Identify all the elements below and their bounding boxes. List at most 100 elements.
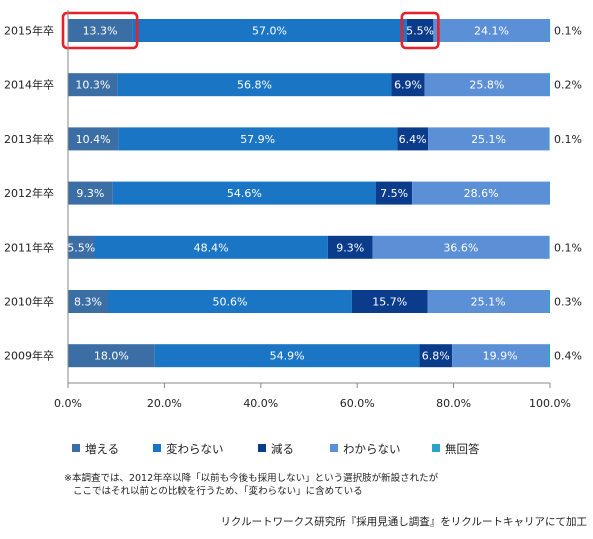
legend-label: 無回答: [445, 442, 480, 456]
bar-segment: [351, 290, 428, 313]
data-label: 18.0%: [94, 350, 129, 363]
data-label: 0.3%: [554, 296, 582, 309]
bar-segment: [132, 19, 407, 42]
bar-segment: [549, 127, 550, 151]
data-label: 28.6%: [464, 187, 499, 200]
bar-segment: [154, 344, 420, 368]
category-label: 2009年卒: [4, 349, 54, 363]
bar-segment: [327, 235, 373, 259]
data-label: 25.8%: [469, 79, 504, 92]
bar-segment: [397, 127, 429, 151]
bar-segment: [68, 235, 95, 259]
bar-segment: [68, 73, 118, 97]
legend-swatch: [432, 444, 440, 452]
bar-segment: [68, 344, 155, 368]
x-axis: 0.0% 20.0% 40.0% 60.0% 80.0% 100.0%: [54, 10, 571, 410]
bar-segment: [452, 344, 549, 368]
data-label: 6.9%: [394, 79, 422, 92]
bar-segment: [549, 19, 551, 42]
x-tick-label: 40.0%: [243, 397, 278, 410]
category-label: 2013年卒: [4, 132, 54, 146]
data-label: 9.3%: [76, 187, 104, 200]
data-label: 0.4%: [554, 350, 582, 363]
x-tick-label: 60.0%: [340, 397, 375, 410]
x-tick-label: 100.0%: [529, 397, 571, 410]
legend-label: 減る: [271, 442, 294, 456]
legend: 増える 変わらない 減る わからない 無回答: [72, 442, 480, 456]
bar-segment: [412, 181, 550, 205]
bar-segment: [372, 235, 550, 259]
bar-segment: [424, 73, 550, 97]
x-tick-label: 80.0%: [436, 397, 471, 410]
data-label: 6.4%: [399, 133, 427, 146]
bar-segment: [112, 181, 376, 205]
source-credit: リクルートワークス研究所『採用見通し調査』をリクルートキャリアにて加工: [220, 516, 587, 528]
data-label: 10.4%: [76, 133, 111, 146]
category-label: 2014年卒: [4, 78, 54, 92]
bars-layer: 13.3% 57.0% 5.5% 24.1% 0.1% 10.3% 56.8% 6.9% 25.…: [61, 11, 582, 368]
bar-segment: [68, 181, 113, 205]
data-label: 48.4%: [194, 241, 229, 254]
data-label: 0.2%: [554, 79, 582, 92]
bar-segment: [94, 235, 328, 259]
data-label: 7.5%: [380, 187, 408, 200]
legend-swatch: [330, 444, 338, 452]
bar-segment: [118, 127, 398, 151]
data-label: 6.8%: [422, 350, 450, 363]
bar-segment: [68, 127, 119, 151]
data-label: 15.7%: [372, 296, 407, 309]
bar-segment: [433, 19, 550, 42]
bar-segment: [375, 181, 413, 205]
category-label: 2015年卒: [4, 24, 54, 38]
legend-swatch: [258, 444, 266, 452]
data-label: 19.9%: [483, 350, 518, 363]
data-label: 50.6%: [212, 296, 247, 309]
bar-segment: [391, 73, 425, 97]
data-label: 10.3%: [75, 79, 110, 92]
bar-segment: [108, 290, 352, 313]
category-label: 2010年卒: [4, 295, 54, 309]
bar-segment: [548, 290, 550, 313]
bar-segment: [406, 19, 434, 42]
legend-label: 変わらない: [166, 442, 224, 456]
data-label: 54.9%: [270, 350, 305, 363]
legend-swatch: [72, 444, 80, 452]
highlight-box: [400, 11, 440, 50]
bar-segment: [549, 235, 550, 259]
footnote-line-2: ここではそれ以前との比較を行うため、「変わらない」に含めている: [73, 486, 363, 497]
bar-segment: [428, 127, 550, 151]
data-label: 57.9%: [240, 133, 275, 146]
data-label: 57.0%: [252, 25, 287, 38]
category-label: 2012年卒: [4, 186, 54, 200]
data-label: 56.8%: [237, 79, 272, 92]
data-label: 25.1%: [471, 296, 506, 309]
bar-segment: [68, 290, 109, 313]
category-labels: 2015年卒 2014年卒 2013年卒 2012年卒 2011年卒 2010年卒 2009…: [4, 24, 54, 363]
bar-segment: [117, 73, 392, 97]
data-label: 13.3%: [83, 25, 118, 38]
data-label: 25.1%: [471, 133, 506, 146]
data-label: 54.6%: [227, 187, 262, 200]
bar-segment: [549, 73, 550, 97]
data-label: 8.3%: [74, 296, 102, 309]
x-tick-label: 0.0%: [54, 397, 82, 410]
bar-segment: [419, 344, 453, 368]
data-label: 0.1%: [554, 25, 582, 38]
legend-label: 増える: [85, 442, 119, 456]
bar-segment: [548, 344, 550, 368]
data-label: 5.5%: [406, 25, 434, 38]
data-label: 36.6%: [443, 241, 478, 254]
highlight-box: [61, 11, 139, 50]
data-label: 5.5%: [67, 241, 95, 254]
data-label: 24.1%: [474, 25, 509, 38]
bar-segment: [427, 290, 549, 313]
x-tick-label: 20.0%: [147, 397, 182, 410]
bar-segment: [68, 19, 133, 42]
data-label: 0.1%: [554, 241, 582, 254]
legend-swatch: [153, 444, 161, 452]
legend-label: わからない: [343, 442, 401, 456]
data-label: 0.1%: [554, 133, 582, 146]
footnote-line-1: ※本調査では、2012年卒以降「以前も今後も採用しない」という選択肢が新設された…: [64, 473, 439, 484]
category-label: 2011年卒: [4, 240, 54, 254]
